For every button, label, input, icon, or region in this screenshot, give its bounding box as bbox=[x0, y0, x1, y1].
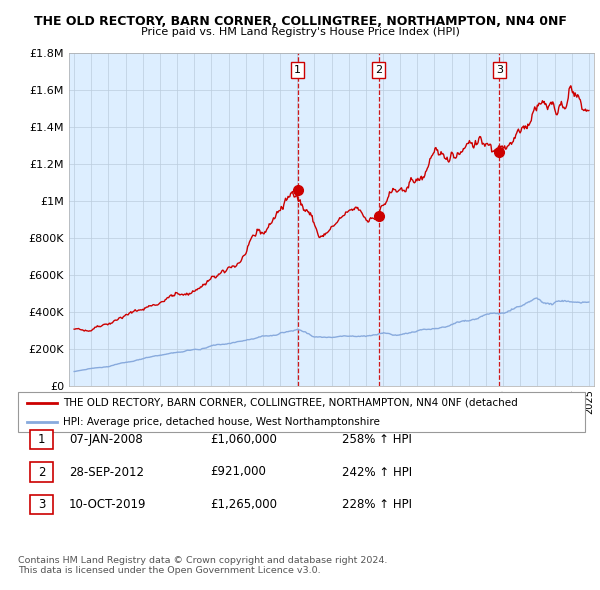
Text: 2: 2 bbox=[38, 466, 45, 478]
Text: 2: 2 bbox=[375, 65, 382, 75]
Text: THE OLD RECTORY, BARN CORNER, COLLINGTREE, NORTHAMPTON, NN4 0NF: THE OLD RECTORY, BARN CORNER, COLLINGTRE… bbox=[34, 15, 566, 28]
Text: THE OLD RECTORY, BARN CORNER, COLLINGTREE, NORTHAMPTON, NN4 0NF (detached: THE OLD RECTORY, BARN CORNER, COLLINGTRE… bbox=[63, 398, 518, 408]
Text: 28-SEP-2012: 28-SEP-2012 bbox=[69, 466, 144, 478]
Text: Price paid vs. HM Land Registry's House Price Index (HPI): Price paid vs. HM Land Registry's House … bbox=[140, 27, 460, 37]
Text: £921,000: £921,000 bbox=[210, 466, 266, 478]
Text: 228% ↑ HPI: 228% ↑ HPI bbox=[342, 498, 412, 511]
Text: 07-JAN-2008: 07-JAN-2008 bbox=[69, 433, 143, 446]
Text: £1,060,000: £1,060,000 bbox=[210, 433, 277, 446]
Text: 10-OCT-2019: 10-OCT-2019 bbox=[69, 498, 146, 511]
Text: HPI: Average price, detached house, West Northamptonshire: HPI: Average price, detached house, West… bbox=[63, 417, 380, 427]
Text: 242% ↑ HPI: 242% ↑ HPI bbox=[342, 466, 412, 478]
Text: Contains HM Land Registry data © Crown copyright and database right 2024.
This d: Contains HM Land Registry data © Crown c… bbox=[18, 556, 388, 575]
Text: £1,265,000: £1,265,000 bbox=[210, 498, 277, 511]
Text: 3: 3 bbox=[496, 65, 503, 75]
Text: 3: 3 bbox=[38, 498, 45, 511]
Text: 1: 1 bbox=[38, 433, 45, 446]
Text: 1: 1 bbox=[294, 65, 301, 75]
Text: 258% ↑ HPI: 258% ↑ HPI bbox=[342, 433, 412, 446]
